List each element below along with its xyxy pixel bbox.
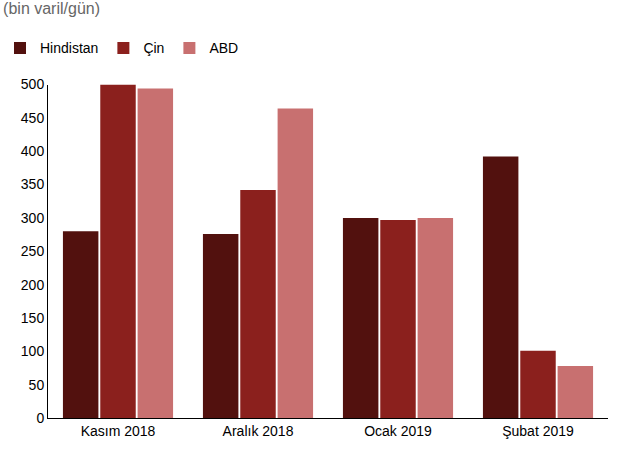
svg-text:150: 150 [21,310,45,326]
svg-text:200: 200 [21,276,45,292]
svg-text:400: 400 [21,143,45,159]
svg-text:450: 450 [21,110,45,126]
svg-text:Çin: Çin [143,40,164,56]
svg-text:Aralık 2018: Aralık 2018 [223,423,294,439]
svg-text:300: 300 [21,210,45,226]
svg-text:0: 0 [36,410,44,426]
svg-text:500: 500 [21,76,45,92]
svg-text:50: 50 [29,377,45,393]
svg-text:250: 250 [21,243,45,259]
svg-text:Ocak 2019: Ocak 2019 [364,423,432,439]
svg-text:350: 350 [21,176,45,192]
svg-text:Şubat 2019: Şubat 2019 [502,423,574,439]
svg-text:Hindistan: Hindistan [40,40,98,56]
svg-text:100: 100 [21,343,45,359]
svg-text:Kasım 2018: Kasım 2018 [81,423,156,439]
svg-text:(bin varil/gün): (bin varil/gün) [3,0,100,17]
svg-text:ABD: ABD [209,40,238,56]
